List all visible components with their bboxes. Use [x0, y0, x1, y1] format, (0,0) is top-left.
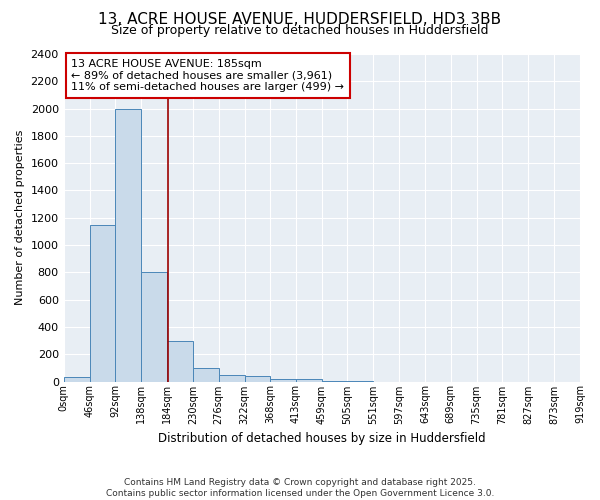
- Bar: [245, 376, 271, 382]
- Bar: [296, 379, 322, 382]
- Text: 13, ACRE HOUSE AVENUE, HUDDERSFIELD, HD3 3BB: 13, ACRE HOUSE AVENUE, HUDDERSFIELD, HD3…: [98, 12, 502, 28]
- Bar: [64, 378, 89, 382]
- Text: Size of property relative to detached houses in Huddersfield: Size of property relative to detached ho…: [111, 24, 489, 37]
- Text: 13 ACRE HOUSE AVENUE: 185sqm
← 89% of detached houses are smaller (3,961)
11% of: 13 ACRE HOUSE AVENUE: 185sqm ← 89% of de…: [71, 59, 344, 92]
- Text: Contains HM Land Registry data © Crown copyright and database right 2025.
Contai: Contains HM Land Registry data © Crown c…: [106, 478, 494, 498]
- Bar: [141, 272, 167, 382]
- Bar: [271, 379, 296, 382]
- Bar: [89, 224, 115, 382]
- Bar: [219, 376, 245, 382]
- Bar: [322, 381, 347, 382]
- X-axis label: Distribution of detached houses by size in Huddersfield: Distribution of detached houses by size …: [158, 432, 485, 445]
- Bar: [115, 108, 141, 382]
- Bar: [347, 381, 373, 382]
- Y-axis label: Number of detached properties: Number of detached properties: [15, 130, 25, 306]
- Bar: [167, 340, 193, 382]
- Bar: [193, 368, 219, 382]
